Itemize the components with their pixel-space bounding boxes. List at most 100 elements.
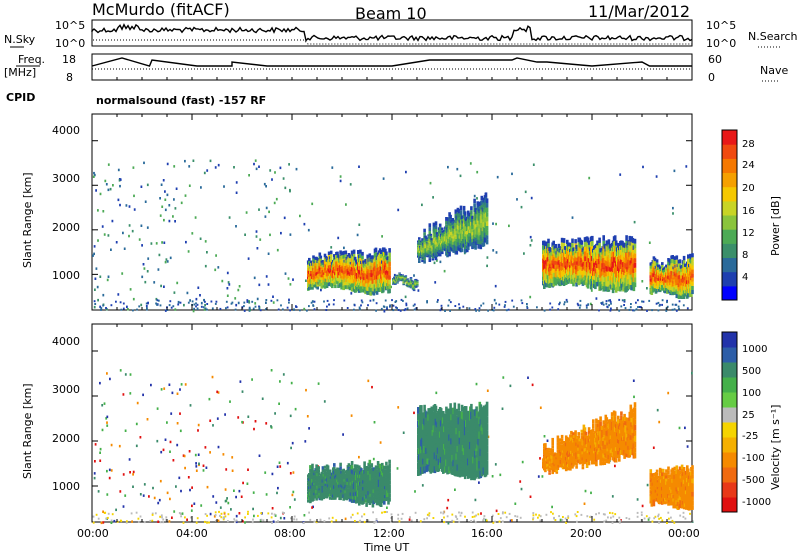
velocity-ground-cell: [196, 517, 199, 520]
power-noise-cell: [122, 231, 124, 235]
power-noise-cell: [92, 175, 95, 178]
velocity-noise-cell: [166, 421, 168, 424]
power-noise-cell: [101, 225, 104, 228]
power-ground-cell: [159, 304, 162, 307]
power-noise-cell: [295, 167, 298, 171]
velocity-ground-cell: [611, 512, 614, 515]
power-echo-cell: [412, 290, 416, 292]
power-noise-cell: [337, 236, 340, 240]
power-noise-cell: [511, 172, 513, 176]
power-ground-cell: [258, 305, 260, 308]
velocity-ground-cell: [130, 512, 133, 515]
power-ground-cell: [270, 299, 273, 302]
power-echo-cell: [370, 255, 374, 259]
velocity-noise-cell: [99, 459, 102, 462]
velocity-noise-cell: [103, 402, 106, 405]
velocity-ground-cell: [671, 519, 674, 522]
velocity-ground-cell: [492, 521, 495, 524]
power-ground-cell: [147, 302, 149, 305]
velocity-noise-cell: [233, 489, 235, 492]
velocity-ground-cell: [619, 519, 622, 522]
power-noise-cell: [235, 191, 238, 194]
velocity-ground-cell: [611, 521, 614, 524]
power-ground-cell: [440, 304, 443, 307]
velocity-noise-cell: [276, 465, 279, 468]
power-noise-cell: [641, 280, 644, 283]
power-ground-cell: [578, 306, 581, 309]
power-noise-cell: [433, 261, 436, 265]
power-ground-cell: [609, 300, 612, 303]
power-ground-cell: [607, 299, 610, 302]
power-ground-cell: [323, 300, 325, 303]
power-noise-cell: [164, 309, 167, 312]
velocity-ground-cell: [657, 513, 660, 516]
velocity-noise-cell: [153, 496, 156, 500]
power-echo-cell: [459, 210, 463, 215]
power-echo-cell: [459, 205, 463, 211]
power-ground-cell: [306, 309, 308, 312]
power-echo-cell: [457, 217, 461, 222]
power-noise-cell: [159, 197, 161, 200]
power-noise-cell: [494, 284, 497, 288]
velocity-ground-cell: [451, 519, 454, 522]
velocity-ground-cell: [154, 512, 157, 515]
velocity-noise-cell: [170, 412, 173, 415]
power-ground-cell: [395, 300, 398, 303]
power-echo-cell: [406, 279, 410, 280]
velocity-noise-cell: [197, 423, 200, 427]
power-echo-cell: [568, 246, 571, 251]
power-echo-cell: [571, 238, 574, 243]
velocity-noise-cell: [231, 469, 234, 472]
power-ground-cell: [280, 304, 282, 307]
power-echo-cell: [337, 254, 340, 258]
power-ground-cell: [563, 303, 566, 306]
velocity-ground-cell: [414, 511, 417, 514]
power-echo-cell: [543, 240, 546, 246]
velocity-noise-cell: [342, 433, 344, 436]
power-noise-cell: [288, 163, 290, 166]
power-ground-cell: [677, 305, 680, 308]
velocity-noise-cell: [191, 486, 193, 489]
power-ground-cell: [313, 300, 316, 303]
power-noise-cell: [141, 244, 143, 247]
power-noise-cell: [161, 205, 164, 208]
power-echo-cell: [682, 255, 686, 261]
power-echo-cell: [691, 290, 694, 295]
power-ground-cell: [623, 300, 626, 303]
power-echo-cell: [354, 259, 358, 263]
power-ground-cell: [100, 308, 102, 311]
power-noise-cell: [203, 171, 206, 175]
power-echo-cell: [401, 275, 404, 277]
velocity-ground-cell: [390, 513, 393, 516]
power-noise-cell: [128, 205, 131, 208]
velocity-ground-cell: [452, 520, 455, 523]
power-noise-cell: [350, 292, 353, 295]
velocity-ground-cell: [654, 515, 657, 518]
power-noise-cell: [97, 239, 99, 242]
velocity-ground-cell: [494, 520, 496, 523]
velocity-noise-cell: [291, 441, 294, 445]
velocity-echo-cell: [333, 463, 336, 467]
velocity-ground-cell: [375, 520, 377, 523]
power-noise-cell: [248, 174, 250, 177]
velocity-ground-cell: [260, 512, 263, 515]
power-echo-cell: [359, 253, 362, 258]
power-echo-cell: [396, 282, 399, 283]
power-ground-cell: [666, 305, 669, 308]
power-echo-cell: [651, 289, 655, 293]
power-echo-cell: [414, 278, 418, 280]
velocity-ground-cell: [107, 516, 109, 519]
velocity-ground-cell: [552, 512, 554, 515]
power-echo-cell: [552, 240, 555, 246]
power-ground-cell: [243, 305, 245, 308]
freq-series: [91, 57, 692, 67]
velocity-ground-cell: [607, 516, 609, 519]
power-noise-cell: [129, 288, 132, 291]
power-noise-cell: [476, 197, 478, 200]
power-echo-cell: [614, 240, 618, 246]
velocity-noise-cell: [684, 426, 686, 430]
velocity-noise-cell: [159, 479, 162, 483]
velocity-noise-cell: [172, 459, 175, 462]
power-echo-cell: [361, 251, 364, 256]
power-noise-cell: [127, 308, 129, 311]
